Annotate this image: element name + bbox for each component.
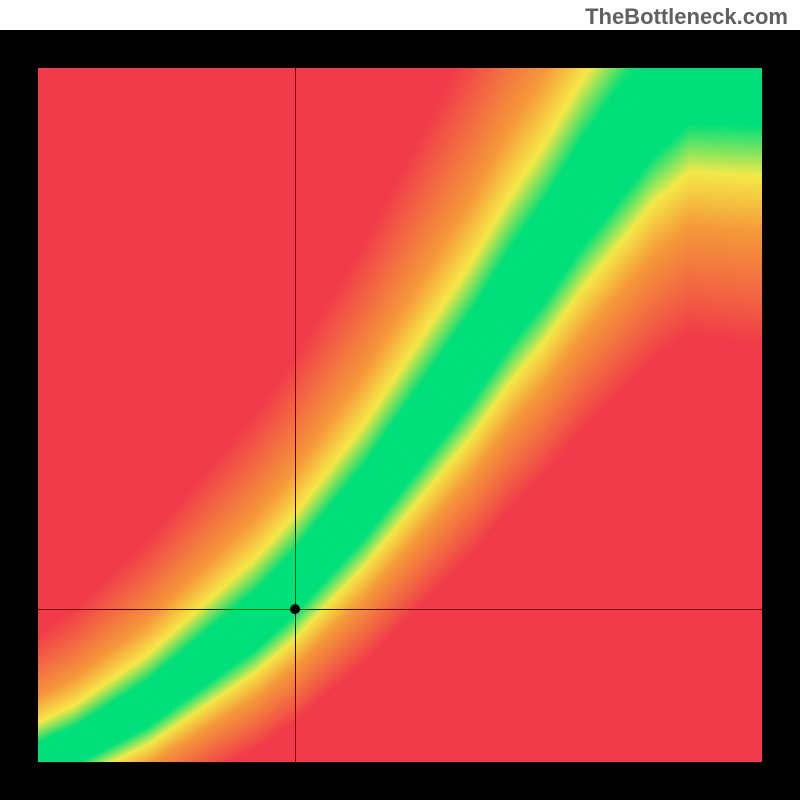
watermark-text: TheBottleneck.com [585, 4, 788, 30]
crosshair-vertical [295, 68, 296, 762]
crosshair-horizontal [38, 609, 762, 610]
crosshair-marker [290, 604, 300, 614]
bottleneck-heatmap [38, 68, 762, 762]
